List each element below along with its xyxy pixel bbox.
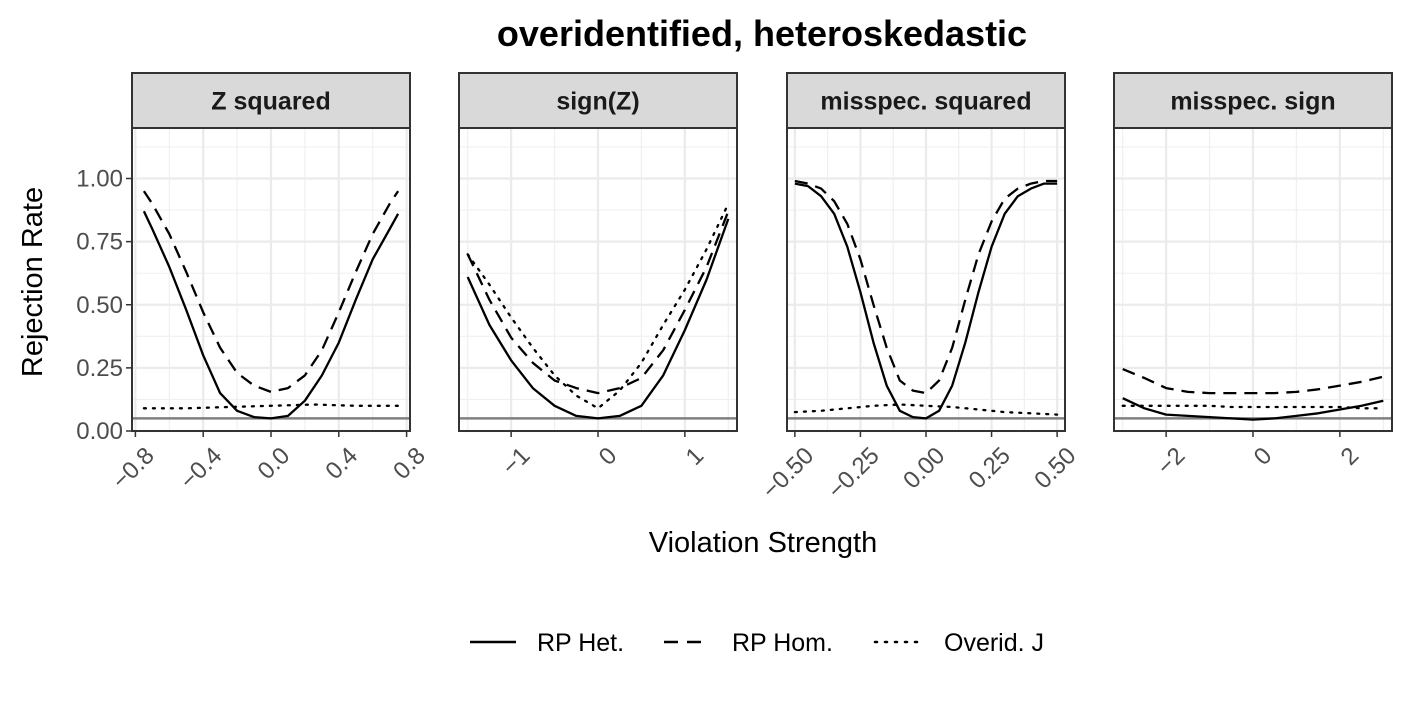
series-line (1122, 368, 1384, 395)
x-tick-label: −0.25 (823, 442, 885, 504)
x-tick-label: 2 (1336, 442, 1365, 471)
x-tick-label: −1 (497, 442, 535, 480)
x-tick-label: 0 (594, 442, 623, 471)
x-tick-label: 0.00 (898, 442, 950, 494)
facet-strip (786, 72, 1066, 129)
series-line (466, 210, 730, 395)
y-tick-label: 1.00 (76, 166, 123, 193)
facet-panels: Z squared −0.8 −0.4 0.0 0.4 0.8 sign(Z) −1 0 1 mis… (107, 72, 1393, 504)
facet-panel: misspec. sign −2 0 2 (1113, 72, 1393, 481)
facet-panel: sign(Z) −1 0 1 (458, 72, 738, 481)
x-tick-label: 0.50 (1029, 442, 1081, 494)
series-line (794, 179, 1058, 395)
x-tick-label: 1 (681, 442, 710, 471)
series-line (142, 403, 400, 410)
series-line (794, 182, 1058, 420)
y-tick-label: 0.25 (76, 355, 123, 382)
x-tick-label: −0.4 (175, 442, 228, 495)
facet-strip-label: misspec. sign (1170, 88, 1335, 116)
legend-label: RP Het. (537, 629, 624, 657)
series-line (466, 218, 730, 420)
x-tick-label: −2 (1152, 442, 1190, 480)
facet-strip-label: sign(Z) (556, 88, 639, 116)
facet-strip (1113, 72, 1393, 129)
x-tick-label: 0.25 (964, 442, 1016, 494)
y-axis-title: Rejection Rate (17, 187, 49, 377)
y-axis: 0.00 0.25 0.50 0.75 1.00 (76, 166, 132, 445)
facet-strip-label: Z squared (211, 88, 330, 116)
series-line (1122, 397, 1384, 421)
chart-title: overidentified, heteroskedastic (497, 13, 1027, 54)
x-tick-label: −0.50 (757, 442, 819, 504)
facet-panel: Z squared −0.8 −0.4 0.0 0.4 0.8 (107, 72, 431, 495)
facet-strip (131, 72, 411, 129)
facet-strip (458, 72, 738, 129)
y-tick-label: 0.00 (76, 418, 123, 445)
series-line (466, 202, 730, 410)
legend: RP Het. RP Hom. Overid. J (470, 629, 1044, 657)
series-line (142, 210, 400, 420)
legend-label: Overid. J (944, 629, 1044, 657)
x-tick-label: 0.0 (253, 442, 296, 485)
x-tick-label: −0.8 (107, 442, 160, 495)
x-tick-label: 0 (1249, 442, 1278, 471)
series-line (1121, 404, 1385, 410)
x-axis-title: Violation Strength (649, 527, 877, 559)
x-tick-label: 0.8 (388, 442, 431, 485)
x-tick-label: 0.4 (320, 442, 363, 485)
facet-panel: misspec. squared −0.50 −0.25 0.00 0.25 0.50 (757, 72, 1081, 504)
facet-strip-label: misspec. squared (820, 88, 1031, 116)
legend-label: RP Hom. (732, 629, 833, 657)
y-tick-label: 0.75 (76, 229, 123, 256)
y-tick-label: 0.50 (76, 292, 123, 319)
